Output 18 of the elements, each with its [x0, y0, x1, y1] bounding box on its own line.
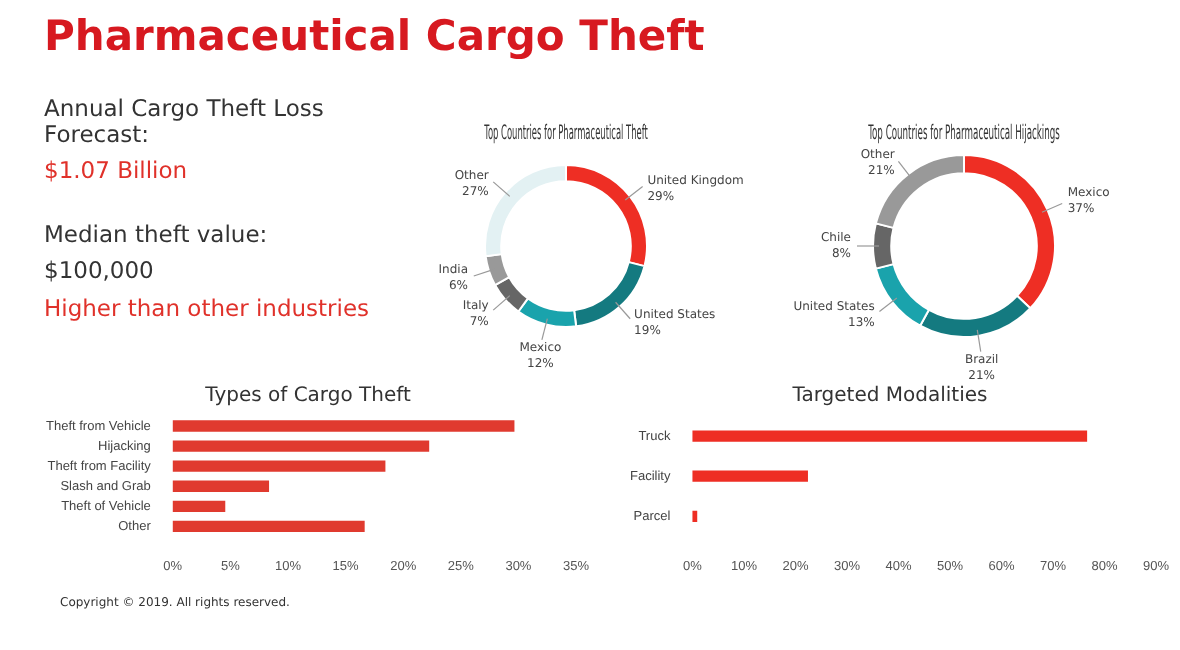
bar — [172, 500, 226, 512]
text: Higher than other industries — [44, 294, 372, 322]
bar — [692, 470, 808, 482]
bar — [172, 480, 270, 492]
bar — [172, 420, 515, 432]
bar — [172, 460, 386, 472]
bar — [172, 520, 365, 533]
chart-title: Top Countries for Pharmaceutical Hijackings — [867, 121, 1060, 145]
chart-title: Top Countries for Pharmaceutical Theft — [483, 120, 648, 145]
chart-title: Types of Cargo Theft — [203, 385, 411, 408]
bar — [172, 440, 430, 452]
text: Pharmaceutical Cargo Theft — [44, 12, 705, 60]
chart-title: Targeted Modalities — [790, 385, 988, 408]
text: Annual Cargo Theft Loss Forecast: — [44, 94, 326, 148]
text: Median theft value: — [44, 220, 270, 248]
text: $100,000 — [44, 256, 156, 284]
text: $1.07 Billion — [44, 156, 190, 184]
bar — [692, 430, 1088, 442]
